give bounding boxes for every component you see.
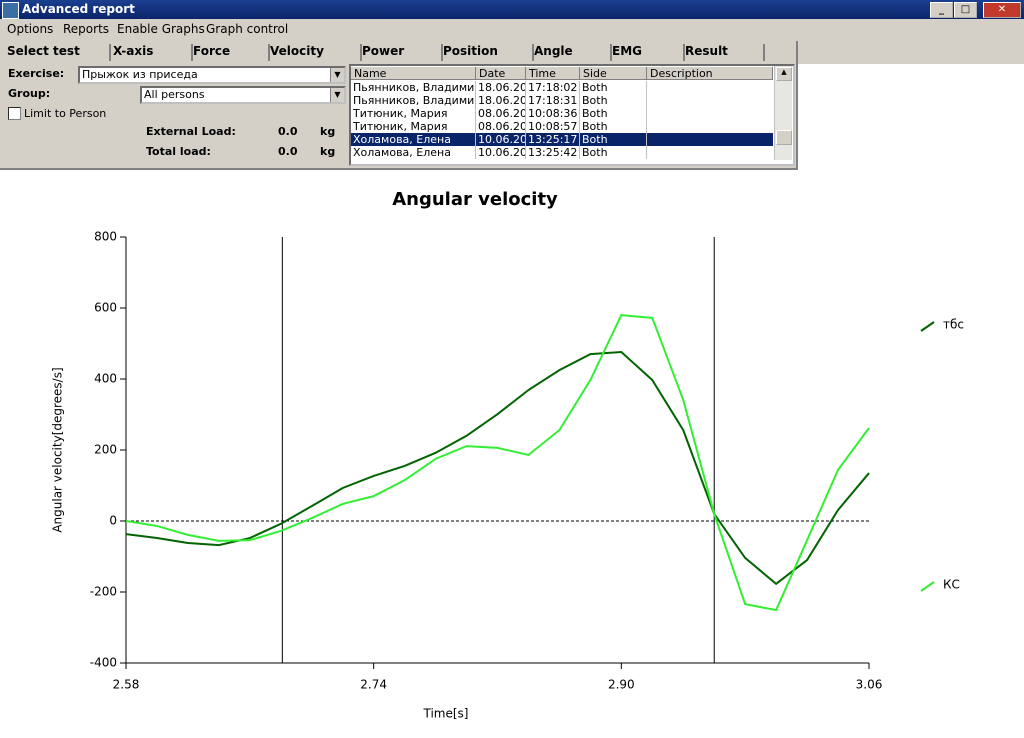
table-cell: 18.06.200 xyxy=(476,81,526,94)
tab[interactable]: X-axis xyxy=(110,44,193,61)
y-tick-label: 200 xyxy=(94,443,117,457)
legend-swatch xyxy=(920,321,935,332)
table-cell: 17:18:31 xyxy=(526,94,580,107)
table-cell: Both xyxy=(580,81,647,94)
table-cell: Пьянников, Владимир xyxy=(353,81,476,94)
maximize-button[interactable]: □ xyxy=(954,2,977,18)
tab[interactable]: Force xyxy=(190,44,270,61)
scroll-thumb[interactable] xyxy=(776,130,792,145)
group-combo[interactable]: All persons ▼ xyxy=(140,86,346,104)
table-cell: 10.06.200 xyxy=(476,146,526,159)
table-cell: 10:08:57 xyxy=(526,120,580,133)
table-cell: 18.06.200 xyxy=(476,94,526,107)
table-cell: 13:25:17 xyxy=(526,133,580,146)
chart: Angular velocity Time[s] Angular velocit… xyxy=(51,189,965,721)
table-cell: Холамова, Елена xyxy=(351,146,476,159)
tab[interactable]: EMG xyxy=(609,44,685,61)
y-tick-label: 600 xyxy=(94,301,117,315)
dropdown-arrow[interactable]: ▼ xyxy=(330,88,344,102)
total-load-label: Total load: xyxy=(146,145,211,158)
table-cell: Титюник, Мария xyxy=(351,107,476,120)
x-tick-label: 2.90 xyxy=(608,678,635,692)
menu-item[interactable]: Options xyxy=(7,22,54,36)
limit-checkbox[interactable] xyxy=(8,107,21,120)
total-load-unit: kg xyxy=(320,145,336,158)
y-axis-label: Angular velocity[degrees/s] xyxy=(51,367,65,532)
dropdown-arrow[interactable]: ▼ xyxy=(330,68,344,82)
table-cell: 08.06.200 xyxy=(476,120,526,133)
x-tick-label: 3.06 xyxy=(856,678,883,692)
scrollbar[interactable]: ▲ xyxy=(774,66,792,160)
table-cell: 10.06.200 xyxy=(476,133,526,146)
table-cell: 08.06.200 xyxy=(476,107,526,120)
external-load-value: 0.0 xyxy=(278,125,298,138)
y-tick-label: 800 xyxy=(94,230,117,244)
table-cell: Холамова, Елена xyxy=(351,133,476,146)
tab[interactable]: Select test xyxy=(4,44,111,61)
app-icon xyxy=(2,2,19,19)
y-tick-label: -200 xyxy=(90,585,117,599)
table-cell: Both xyxy=(580,107,647,120)
column-header[interactable]: Date xyxy=(476,67,526,80)
tab[interactable]: Velocity xyxy=(267,44,362,61)
legend-label: тбс xyxy=(943,318,964,332)
table-cell: Both xyxy=(580,146,647,159)
table-cell: Both xyxy=(580,94,647,107)
group-label: Group: xyxy=(8,87,51,100)
column-header[interactable]: Name xyxy=(351,67,476,80)
exercise-combo[interactable]: Прыжок из приседа ▼ xyxy=(78,66,346,84)
x-tick-label: 2.74 xyxy=(360,678,387,692)
close-button[interactable]: ✕ xyxy=(983,2,1021,18)
total-load-value: 0.0 xyxy=(278,145,298,158)
menu-item[interactable]: Reports xyxy=(63,22,110,36)
legend-swatch xyxy=(920,581,935,592)
group-value: All persons xyxy=(144,88,205,101)
tab[interactable]: Position xyxy=(440,44,534,61)
minimize-button[interactable]: _ xyxy=(930,2,953,18)
table-cell: Титюник, Мария xyxy=(351,120,476,133)
x-tick-label: 2.58 xyxy=(113,678,140,692)
line-series xyxy=(125,314,870,612)
title-bar: Advanced report _ □ ✕ xyxy=(0,0,1024,19)
control-panel: Select test X-axis Force Velocity Power Posit… xyxy=(0,41,798,170)
exercise-value: Прыжок из приседа xyxy=(82,68,198,81)
menu-bar: Options Reports Enable Graphs Graph control xyxy=(0,19,1024,41)
window-title: Advanced report xyxy=(22,2,135,16)
toolbar-fill xyxy=(798,41,1024,64)
external-load-label: External Load: xyxy=(146,125,236,138)
column-header[interactable]: Description xyxy=(647,67,773,80)
table-cell: 13:25:42 xyxy=(526,146,580,159)
table-cell: 17:18:02 xyxy=(526,81,580,94)
y-tick-label: 0 xyxy=(109,514,117,528)
limit-label: Limit to Person xyxy=(24,107,107,120)
table-cell: 10:08:36 xyxy=(526,107,580,120)
column-header[interactable]: Time xyxy=(526,67,580,80)
chart-title: Angular velocity xyxy=(392,189,558,210)
table-cell: Пьянников, Владимир xyxy=(353,94,476,107)
tab[interactable]: Angle xyxy=(531,44,612,61)
external-load-unit: kg xyxy=(320,125,336,138)
test-table: ▲ Name Date Time Side Description Пьянников, … xyxy=(349,64,795,166)
line-series xyxy=(125,350,870,586)
table-cell: Both xyxy=(580,120,647,133)
menu-item[interactable]: Enable Graphs xyxy=(117,22,205,36)
exercise-label: Exercise: xyxy=(8,67,65,80)
x-axis-label: Time[s] xyxy=(423,707,469,721)
column-header[interactable]: Side xyxy=(580,67,647,80)
menu-item[interactable]: Graph control xyxy=(206,22,289,36)
y-tick-label: 400 xyxy=(94,372,117,386)
table-cell: Both xyxy=(580,133,647,146)
y-tick-label: -400 xyxy=(90,656,117,670)
scroll-up[interactable]: ▲ xyxy=(776,67,792,81)
legend-label: КС xyxy=(943,578,960,592)
tab[interactable]: Result xyxy=(682,44,765,61)
tab[interactable]: Power xyxy=(359,44,443,61)
